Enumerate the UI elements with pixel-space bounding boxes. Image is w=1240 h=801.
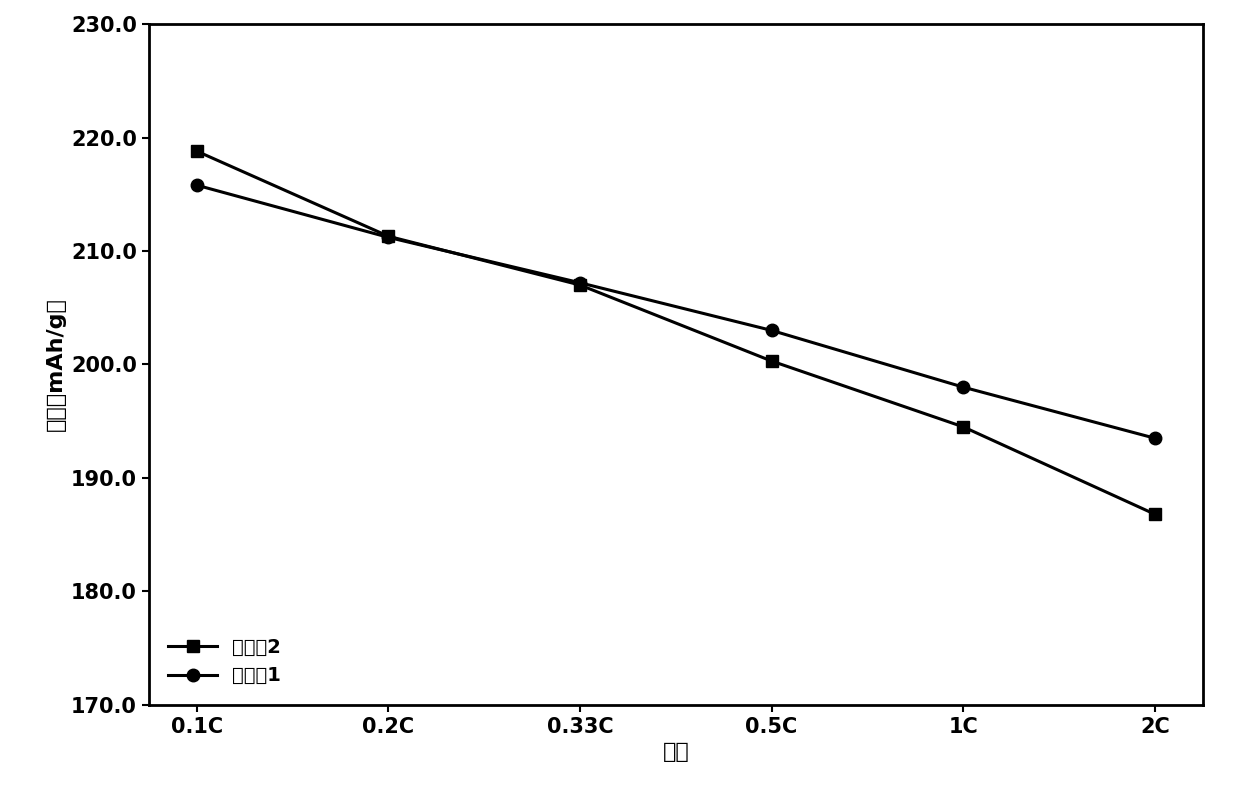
X-axis label: 倍率: 倍率 [662,743,689,763]
实施外1 [381,232,396,242]
对比外2 [381,231,396,241]
对比外2 [573,280,588,290]
实施外1 [190,180,205,190]
Line: 实施外1: 实施外1 [191,179,1161,445]
对比外2 [956,422,971,432]
实施外1 [573,278,588,288]
实施外1 [1147,433,1162,443]
Line: 对比外2: 对比外2 [191,145,1161,521]
对比外2 [1147,509,1162,519]
实施外1 [764,326,779,336]
对比外2 [190,147,205,156]
Legend: 对比外2, 实施外1: 对比外2, 实施外1 [159,628,291,695]
实施外1 [956,382,971,392]
Y-axis label: 容量（mAh/g）: 容量（mAh/g） [46,297,66,432]
对比外2 [764,356,779,366]
